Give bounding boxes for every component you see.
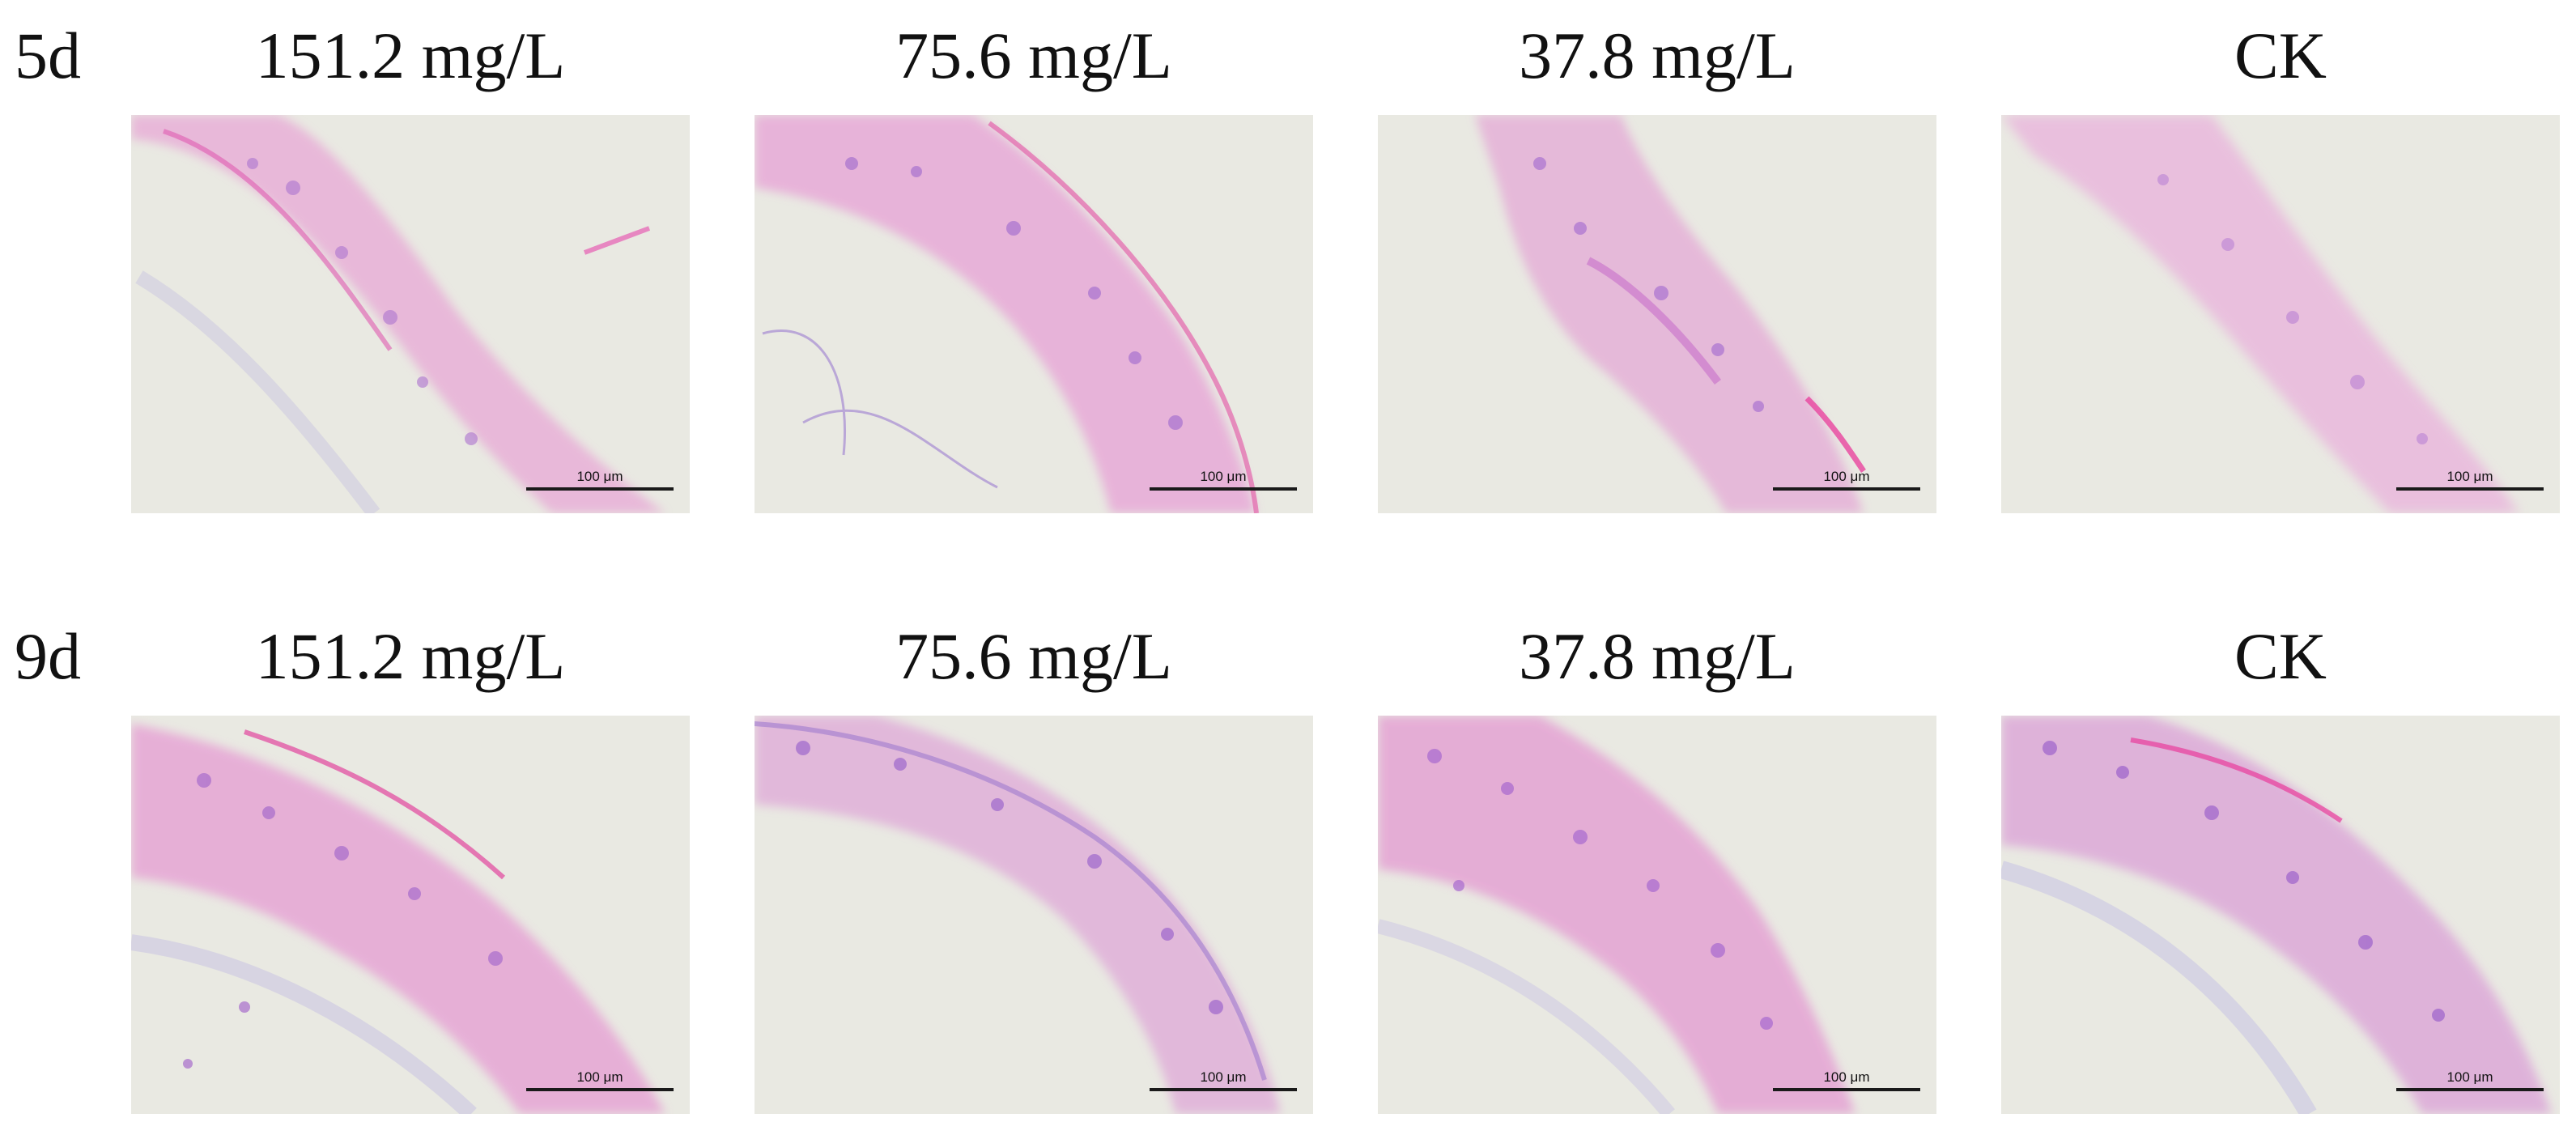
row-label-9d: 9d bbox=[15, 619, 81, 693]
scale-bar-label: 100 μm bbox=[1200, 469, 1247, 484]
tissue-section-image bbox=[755, 716, 1313, 1114]
micrograph-5d-151-2: 100 μm bbox=[131, 115, 690, 513]
column-label-151-2-row2: 151.2 mg/L bbox=[255, 619, 566, 693]
micrograph-5d-ck: 100 μm bbox=[2001, 115, 2560, 513]
scale-bar-label: 100 μm bbox=[2446, 1069, 2493, 1085]
scale-bar-label: 100 μm bbox=[1823, 1069, 1870, 1085]
scale-bar: 100 μm bbox=[2396, 470, 2544, 491]
scale-bar-label: 100 μm bbox=[1823, 469, 1870, 484]
scale-bar: 100 μm bbox=[1150, 1070, 1297, 1091]
tissue-section-image bbox=[2001, 716, 2560, 1114]
scale-bar: 100 μm bbox=[2396, 1070, 2544, 1091]
scale-bar-line bbox=[1773, 487, 1920, 491]
scale-bar: 100 μm bbox=[1773, 1070, 1920, 1091]
scale-bar-label: 100 μm bbox=[576, 1069, 623, 1085]
micrograph-9d-37-8: 100 μm bbox=[1378, 716, 1936, 1114]
scale-bar-line bbox=[2396, 1088, 2544, 1091]
scale-bar-line bbox=[1773, 1088, 1920, 1091]
column-label-ck-row2: CK bbox=[2234, 619, 2327, 693]
scale-bar-line bbox=[1150, 1088, 1297, 1091]
scale-bar-label: 100 μm bbox=[576, 469, 623, 484]
column-label-75-6-row1: 75.6 mg/L bbox=[895, 19, 1172, 92]
scale-bar-line bbox=[2396, 487, 2544, 491]
micrograph-9d-151-2: 100 μm bbox=[131, 716, 690, 1114]
micrograph-9d-ck: 100 μm bbox=[2001, 716, 2560, 1114]
scale-bar: 100 μm bbox=[1150, 470, 1297, 491]
column-label-37-8-row1: 37.8 mg/L bbox=[1519, 19, 1796, 92]
column-label-ck-row1: CK bbox=[2234, 19, 2327, 92]
tissue-section-image bbox=[1378, 716, 1936, 1114]
row-label-5d: 5d bbox=[15, 19, 81, 92]
tissue-section-image bbox=[2001, 115, 2560, 513]
tissue-section-image bbox=[131, 115, 690, 513]
scale-bar: 100 μm bbox=[1773, 470, 1920, 491]
tissue-section-image bbox=[1378, 115, 1936, 513]
tissue-section-image bbox=[131, 716, 690, 1114]
micrograph-5d-75-6: 100 μm bbox=[755, 115, 1313, 513]
column-label-75-6-row2: 75.6 mg/L bbox=[895, 619, 1172, 693]
scale-bar: 100 μm bbox=[526, 1070, 674, 1091]
micrograph-9d-75-6: 100 μm bbox=[755, 716, 1313, 1114]
scale-bar-label: 100 μm bbox=[2446, 469, 2493, 484]
scale-bar-line bbox=[526, 487, 674, 491]
scale-bar-label: 100 μm bbox=[1200, 1069, 1247, 1085]
micrograph-5d-37-8: 100 μm bbox=[1378, 115, 1936, 513]
column-label-151-2-row1: 151.2 mg/L bbox=[255, 19, 566, 92]
scale-bar-line bbox=[526, 1088, 674, 1091]
tissue-section-image bbox=[755, 115, 1313, 513]
scale-bar-line bbox=[1150, 487, 1297, 491]
scale-bar: 100 μm bbox=[526, 470, 674, 491]
column-label-37-8-row2: 37.8 mg/L bbox=[1519, 619, 1796, 693]
